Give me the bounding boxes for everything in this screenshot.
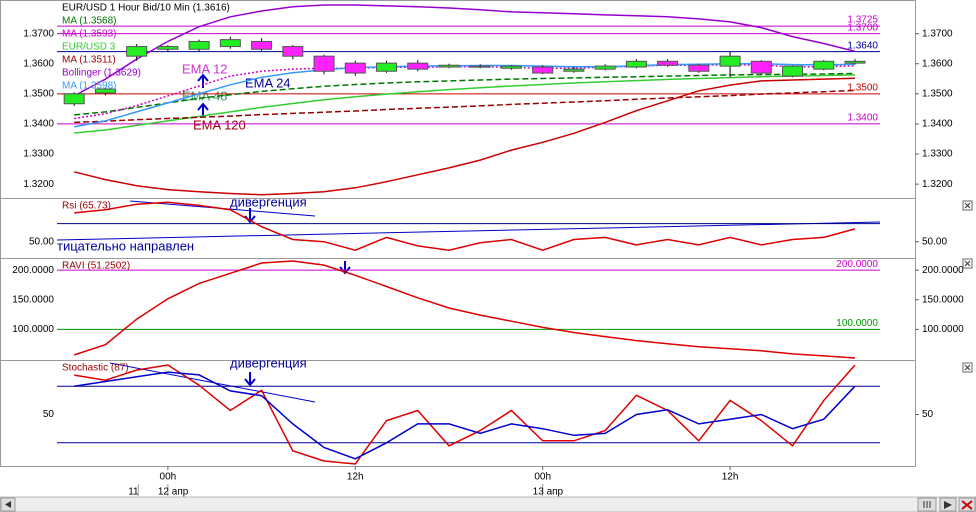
y-tick-label: 50.00	[29, 236, 54, 247]
y-tick-label: 50	[43, 409, 55, 420]
annotation: EMA 12	[182, 61, 228, 76]
line-series	[74, 72, 856, 116]
line-series	[74, 89, 856, 124]
legend-entry: MA (1.3593)	[62, 29, 116, 40]
y-tick-label: 1.3300	[922, 149, 953, 160]
candle-body	[532, 66, 554, 74]
y-tick-label: 50.00	[922, 236, 947, 247]
panel-title: RAVI (51.2502)	[62, 261, 130, 272]
candle-body	[313, 55, 335, 72]
candle-body	[469, 65, 491, 68]
candle-body	[376, 62, 398, 72]
y-tick-label: 100.0000	[12, 324, 54, 335]
annotation: EMA 24	[245, 75, 291, 90]
y-tick-label: 1.3700	[922, 28, 953, 39]
candle-body	[563, 68, 585, 72]
y-tick-label: 100.0000	[922, 324, 964, 335]
line-series	[74, 77, 856, 196]
candle-body	[407, 62, 429, 70]
y-tick-label: 200.0000	[12, 265, 54, 276]
panel-title: Stochastic (87)	[62, 363, 129, 374]
candle-body	[750, 60, 772, 74]
y-tick-label: 1.3300	[23, 149, 54, 160]
panel-close[interactable]	[962, 362, 973, 373]
y-tick-label: 150.0000	[922, 294, 964, 305]
candle-body	[251, 40, 273, 50]
annotation: дивергенция	[230, 355, 307, 370]
x-tick-label: 00h	[534, 472, 551, 483]
candle-body	[625, 60, 647, 68]
arrow	[244, 372, 256, 387]
date-label: 12 апр	[158, 487, 189, 498]
panel-close[interactable]	[962, 200, 973, 211]
panel-title: EUR/USD 1 Hour Bid/10 Min (1.3616)	[62, 3, 230, 14]
trend-line	[56, 221, 881, 241]
candle-body	[94, 88, 116, 94]
candle-body	[282, 46, 304, 57]
x-tick-label: 12h	[722, 472, 739, 483]
line-series	[73, 4, 856, 97]
candle-body	[438, 64, 460, 68]
legend-entry: MA (1.3511)	[62, 55, 116, 66]
legend-entry: Bollinger (1.3629)	[62, 68, 141, 79]
candle-body	[344, 62, 366, 74]
level-label: 100.0000	[836, 318, 878, 329]
candle-body	[500, 65, 522, 69]
candle-body	[782, 65, 804, 77]
date-label: 13 апр	[533, 487, 564, 498]
candle-body	[688, 64, 710, 72]
candle-body	[657, 60, 679, 66]
level-label: 1.3500	[847, 82, 878, 93]
level-label: 1.3725	[847, 15, 878, 26]
panel-close[interactable]	[962, 258, 973, 269]
panel-title: Rsi (65.73)	[62, 201, 111, 212]
line-series	[74, 364, 856, 465]
legend-entry: MA (1.3568)	[62, 16, 116, 27]
y-tick-label: 50	[922, 409, 934, 420]
level-label: 1.3700	[847, 22, 878, 33]
candle-body	[188, 40, 210, 50]
y-tick-label: 200.0000	[922, 265, 964, 276]
y-tick-label: 1.3600	[922, 58, 953, 69]
y-tick-label: 1.3600	[23, 58, 54, 69]
line-series	[74, 371, 856, 460]
candle-body	[719, 55, 741, 67]
line-series	[73, 260, 856, 359]
level-label: 1.3640	[847, 40, 878, 51]
annotation: тицательно направлен	[57, 238, 194, 253]
underlay	[0, 0, 916, 467]
candle-body	[813, 60, 835, 70]
y-tick-label: 1.3700	[23, 28, 54, 39]
level-label: 1.3400	[847, 113, 878, 124]
legend-entry: MA (1.3598)	[62, 81, 116, 92]
candle-body	[157, 46, 179, 50]
y-tick-label: 1.3200	[23, 179, 54, 190]
candle-body	[844, 60, 866, 64]
legend-entry: EUR/USD 3	[62, 42, 116, 53]
line-series	[74, 74, 856, 134]
y-tick-label: 1.3500	[23, 88, 54, 99]
scrollbar[interactable]	[0, 496, 976, 512]
y-tick-label: 1.3200	[922, 179, 953, 190]
y-tick-label: 1.3400	[922, 119, 953, 130]
y-tick-label: 1.3500	[922, 88, 953, 99]
line-series	[74, 201, 856, 251]
annotation: EMA 120	[193, 117, 246, 132]
y-tick-label: 150.0000	[12, 294, 54, 305]
annotation: дивергенция	[230, 194, 307, 209]
candle-body	[594, 65, 616, 70]
x-tick-label: 00h	[160, 472, 177, 483]
candle-body	[126, 46, 148, 57]
date-label: 11	[128, 487, 139, 498]
x-tick-label: 12h	[347, 472, 364, 483]
arrow	[197, 73, 209, 117]
candle-body	[219, 39, 241, 48]
y-tick-label: 1.3400	[23, 119, 54, 130]
level-label: 200.0000	[836, 259, 878, 270]
candle-body	[63, 93, 85, 105]
